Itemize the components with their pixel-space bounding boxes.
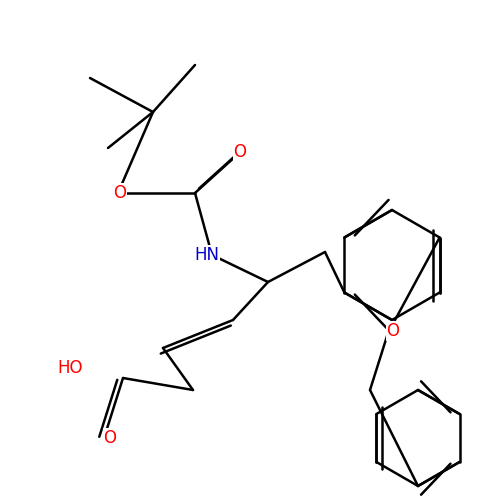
Text: O: O: [234, 143, 246, 161]
Text: O: O: [114, 184, 126, 202]
Text: HN: HN: [194, 246, 220, 264]
Text: HO: HO: [57, 359, 83, 377]
Text: O: O: [104, 429, 117, 447]
Text: O: O: [386, 322, 400, 340]
